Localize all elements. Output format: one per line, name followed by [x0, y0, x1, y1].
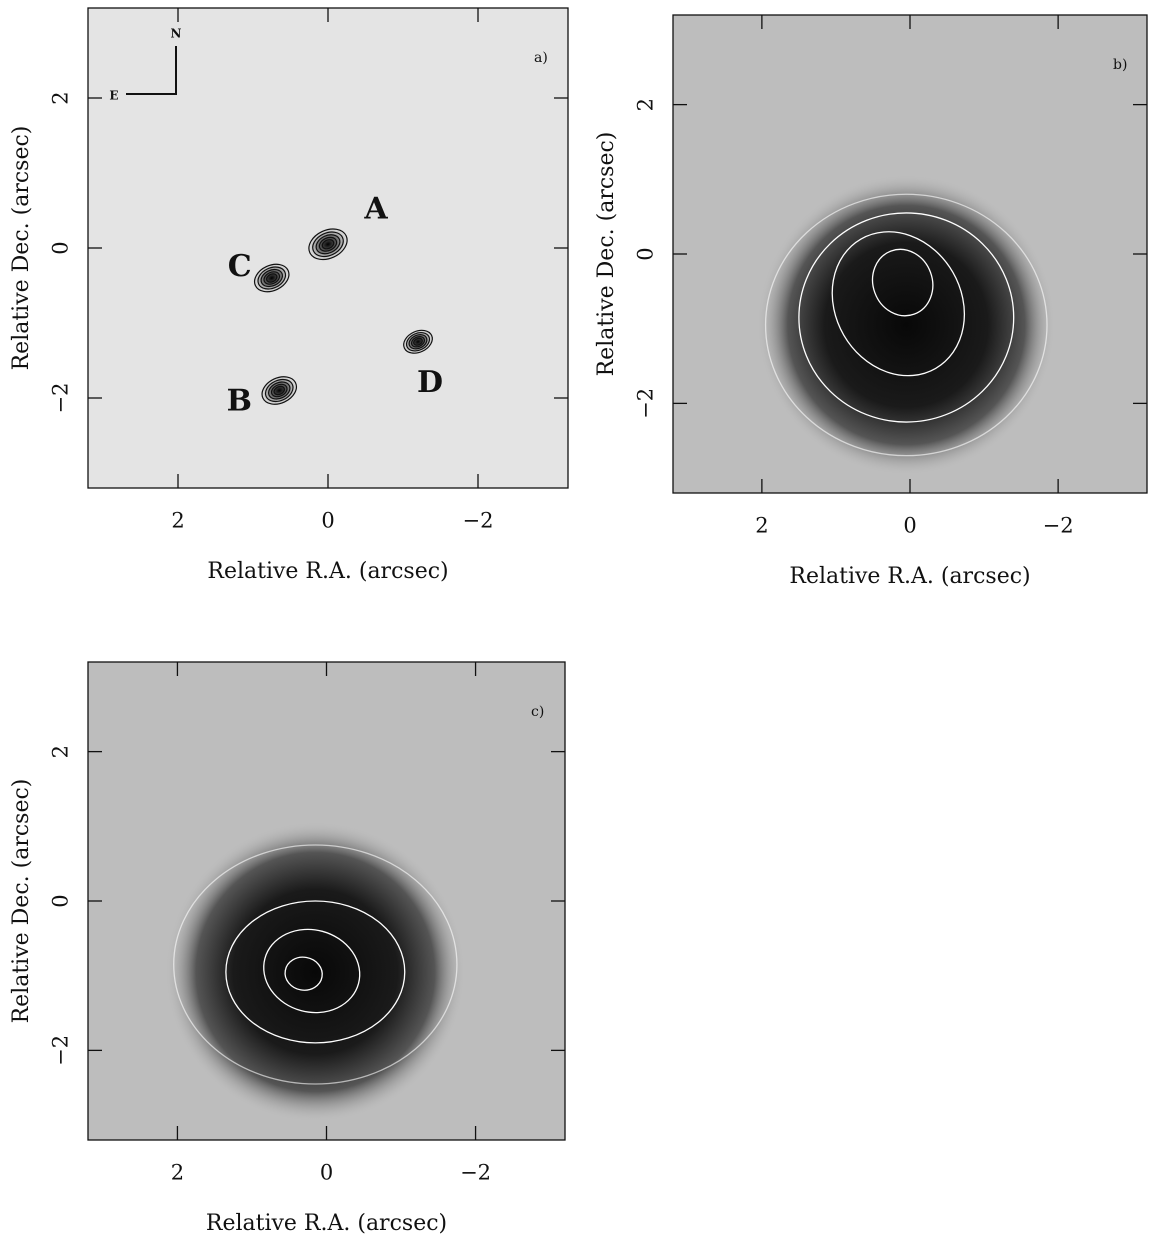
source [260, 374, 299, 407]
contour [264, 378, 294, 403]
contour [284, 956, 323, 991]
y-axis-title: Relative Dec. (arcsec) [9, 126, 34, 371]
source-label: C [228, 249, 252, 284]
y-axis-title: Relative Dec. (arcsec) [9, 779, 34, 1024]
compass-north: N [171, 27, 182, 41]
source [306, 227, 350, 262]
y-tick-label: 2 [49, 91, 73, 104]
source [252, 262, 291, 294]
contour [318, 236, 338, 252]
panel-label: c) [531, 704, 544, 720]
contour [410, 336, 426, 348]
y-axis-title: Relative Dec. (arcsec) [594, 132, 619, 377]
x-tick-label: −2 [463, 509, 494, 533]
contour [413, 337, 423, 346]
contour [321, 239, 335, 250]
contour [831, 231, 966, 377]
contour [764, 193, 1048, 457]
y-tick-label: 0 [634, 247, 658, 260]
source [402, 328, 434, 355]
y-tick-label: −2 [49, 1035, 73, 1066]
x-tick-label: 2 [171, 509, 184, 533]
compass-east: E [109, 89, 118, 103]
contour [225, 900, 406, 1044]
contour [405, 332, 431, 352]
contour [871, 248, 934, 317]
y-tick-label: 0 [49, 894, 73, 907]
contour [263, 928, 361, 1014]
x-axis-title: Relative R.A. (arcsec) [207, 559, 448, 584]
contour [403, 329, 433, 354]
source-glow [306, 227, 350, 262]
y-tick-label: 2 [634, 98, 658, 111]
x-tick-label: 0 [320, 1161, 333, 1185]
x-tick-label: 0 [321, 509, 334, 533]
compass [126, 46, 177, 95]
image-area [88, 8, 568, 488]
contour [270, 383, 288, 398]
contour [315, 234, 341, 255]
emission [758, 175, 1055, 475]
panel-label: a) [534, 50, 548, 66]
source-glow [402, 328, 434, 355]
source-glow [260, 374, 299, 407]
panel: c) 2 0 −2 −2 0 2 Relative R.A. (arcsec) Relative… [9, 661, 566, 1234]
contour [268, 381, 291, 400]
y-tick-label: 0 [49, 241, 73, 254]
contour [253, 263, 290, 293]
contour [308, 228, 348, 261]
source-label: A [363, 191, 388, 226]
x-tick-label: 2 [171, 1161, 184, 1185]
y-tick-label: 2 [49, 745, 73, 758]
contour [266, 273, 278, 283]
x-tick-label: 2 [755, 514, 768, 538]
contour [263, 271, 281, 285]
contour [408, 334, 428, 350]
contour [261, 376, 298, 405]
panel-label: b) [1113, 57, 1127, 73]
x-tick-label: −2 [460, 1161, 491, 1185]
panel: A B C D N Ea) 2 0 −2 −2 0 2 Relative R.A. (arcsec) Re… [9, 7, 569, 584]
contour [173, 844, 458, 1085]
contour [312, 231, 344, 258]
source-label: D [417, 365, 443, 400]
image-area [673, 15, 1147, 493]
contour [260, 268, 283, 288]
x-tick-label: 0 [903, 514, 916, 538]
contour [798, 212, 1015, 423]
contour [257, 266, 287, 290]
x-axis-title: Relative R.A. (arcsec) [206, 1211, 447, 1234]
x-axis-title: Relative R.A. (arcsec) [789, 564, 1030, 589]
panel: b) 2 0 −2 −2 0 2 Relative R.A. (arcsec) Relative… [594, 14, 1148, 589]
y-tick-label: −2 [49, 383, 73, 414]
image-area [88, 662, 565, 1140]
contour [273, 385, 285, 396]
source-glow [252, 262, 291, 294]
x-tick-label: −2 [1043, 514, 1074, 538]
source-label: B [227, 384, 252, 419]
emission [166, 822, 465, 1122]
y-tick-label: −2 [634, 388, 658, 419]
